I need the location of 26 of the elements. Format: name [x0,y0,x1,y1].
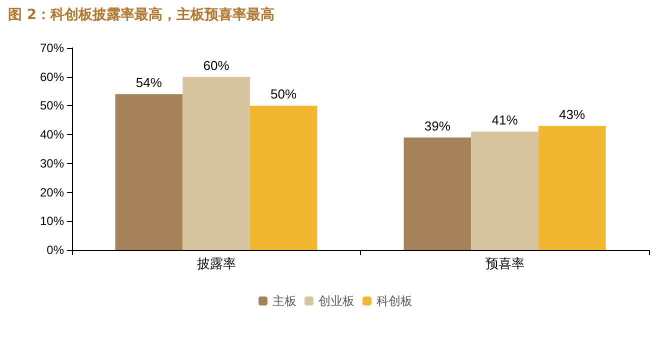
y-tick-label: 20% [40,185,64,200]
data-label: 41% [492,112,518,128]
bar [182,76,250,250]
bar [250,106,318,250]
y-tick-label: 30% [40,156,64,170]
bar [471,132,538,250]
x-tick-label: 披露率 [196,256,236,272]
x-tick-label: 预喜率 [485,256,524,272]
data-label: 50% [270,86,298,102]
y-tick-label: 0% [46,243,64,257]
data-label: 60% [203,58,230,73]
legend-label: 主板 [272,294,296,308]
y-tick-label: 70% [40,41,64,55]
legend-label: 科创板 [376,294,412,308]
chart-title: 图 2：科创板披露率最高，主板预喜率最高 [8,6,275,24]
y-tick-label: 60% [40,70,64,84]
y-tick-label: 50% [40,98,64,113]
legend-label: 创业板 [318,294,354,308]
y-tick-label: 40% [40,128,64,142]
y-tick-label: 10% [40,214,64,228]
data-label: 39% [424,118,451,134]
data-label: 43% [559,106,586,122]
bar [115,94,183,250]
bar [538,126,606,250]
bar [404,137,472,250]
data-label: 54% [136,75,162,90]
